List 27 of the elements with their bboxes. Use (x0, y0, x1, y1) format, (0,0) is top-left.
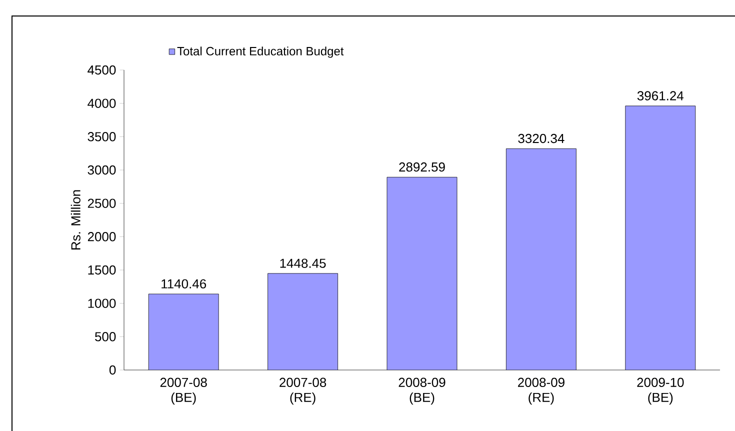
y-tick-label: 4000 (88, 98, 116, 108)
data-label: 3961.24 (637, 91, 684, 100)
data-label: 1140.46 (162, 279, 206, 288)
x-tick-label: 2007-08 (BE) (160, 378, 207, 405)
bar (387, 177, 457, 370)
y-axis-title: Rs. Million (70, 190, 80, 250)
bar (148, 294, 219, 370)
y-tick-label: 2000 (88, 232, 116, 242)
x-tick-label: 2007-08 (RE) (280, 378, 326, 405)
y-tick-label: 2500 (88, 198, 116, 208)
x-tick-label: 2009-10 (BE) (637, 378, 684, 405)
y-tick-label: 500 (95, 332, 116, 342)
bar (268, 273, 338, 370)
legend-label: Total Current Education Budget (177, 46, 344, 58)
data-label: 2892.59 (399, 162, 445, 172)
y-tick-label: 3500 (88, 132, 116, 142)
x-tick-label: 2008-09 (RE) (518, 378, 564, 405)
data-label: 1448.45 (280, 258, 326, 268)
x-tick-label: 2008-09 (BE) (398, 378, 446, 405)
y-tick-label: 1000 (88, 298, 116, 308)
y-tick-label: 3000 (88, 165, 116, 175)
bar (506, 148, 576, 370)
y-tick-label: 1500 (88, 265, 116, 275)
y-tick-label: 4500 (88, 65, 116, 75)
bar (625, 106, 696, 370)
y-tick-label: 0 (109, 365, 116, 375)
data-label: 3320.34 (518, 134, 564, 144)
